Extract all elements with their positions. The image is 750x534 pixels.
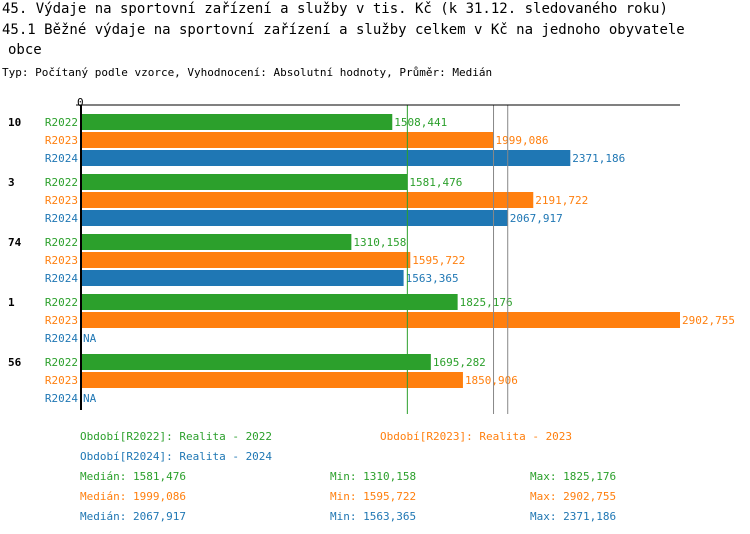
data-label: NA	[83, 332, 97, 345]
series-label: R2023	[45, 134, 78, 147]
series-label: R2024	[45, 272, 78, 285]
median-r2024: Medián: 2067,917	[80, 510, 186, 523]
data-label: 2902,755	[682, 314, 735, 327]
min-r2024: Min: 1563,365	[330, 510, 417, 523]
bar-R2022	[81, 234, 352, 250]
category-label: 1	[8, 296, 15, 309]
bar-R2023	[81, 252, 411, 268]
bar-R2024	[81, 210, 508, 226]
category-label: 56	[8, 356, 22, 369]
series-label: R2024	[45, 212, 78, 225]
data-label: 1825,176	[460, 296, 513, 309]
series-label: R2023	[45, 254, 78, 267]
data-label: 1563,365	[406, 272, 459, 285]
max-r2022: Max: 1825,176	[530, 470, 617, 483]
median-r2022: Medián: 1581,476	[80, 470, 186, 483]
category-label: 10	[8, 116, 21, 129]
legend-r2024: Období[R2024]: Realita - 2024	[80, 450, 273, 463]
legend-r2023: Období[R2023]: Realita - 2023	[380, 430, 573, 443]
bar-R2022	[81, 294, 458, 310]
bar-R2023	[81, 372, 463, 388]
series-label: R2023	[45, 374, 78, 387]
data-label: 1508,441	[394, 116, 447, 129]
bar-R2022	[81, 354, 431, 370]
bar-R2022	[81, 174, 408, 190]
chart-info: Typ: Počítaný podle vzorce, Vyhodnocení:…	[2, 66, 493, 79]
data-label: 1581,476	[409, 176, 462, 189]
series-label: R2024	[45, 152, 78, 165]
series-label: R2023	[45, 194, 78, 207]
data-label: 1310,158	[353, 236, 406, 249]
bar-R2023	[81, 132, 494, 148]
bar-R2022	[81, 114, 393, 130]
chart-subtitle-cont: obce	[8, 42, 42, 58]
bar-R2023	[81, 312, 680, 328]
data-label: 1999,086	[496, 134, 549, 147]
data-label: 1695,282	[433, 356, 486, 369]
series-label: R2024	[45, 392, 78, 405]
min-r2023: Min: 1595,722	[330, 490, 417, 503]
chart-title: 45. Výdaje na sportovní zařízení a služb…	[2, 1, 668, 17]
bar-chart: 0 10 R2022 1508,441 R2023 1999,086 R2024 2371,1…	[8, 96, 735, 414]
data-label: 1850,906	[465, 374, 518, 387]
median-r2023: Medián: 1999,086	[80, 490, 186, 503]
data-label: 2371,186	[572, 152, 625, 165]
category-label: 3	[8, 176, 15, 189]
series-label: R2022	[45, 236, 78, 249]
axis-tick-label: 0	[77, 96, 84, 109]
category-label: 74	[8, 236, 22, 249]
bar-R2024	[81, 150, 571, 166]
series-label: R2022	[45, 296, 78, 309]
chart-subtitle: 45.1 Běžné výdaje na sportovní zařízení …	[2, 22, 685, 38]
bar-R2023	[81, 192, 534, 208]
max-r2024: Max: 2371,186	[530, 510, 617, 523]
min-r2022: Min: 1310,158	[330, 470, 417, 483]
series-label: R2022	[45, 176, 78, 189]
data-label: 2191,722	[535, 194, 588, 207]
legend-r2022: Období[R2022]: Realita - 2022	[80, 430, 273, 443]
series-label: R2023	[45, 314, 78, 327]
bar-R2024	[81, 270, 404, 286]
series-label: R2024	[45, 332, 78, 345]
series-label: R2022	[45, 356, 78, 369]
max-r2023: Max: 2902,755	[530, 490, 617, 503]
data-label: 1595,722	[412, 254, 465, 267]
series-label: R2022	[45, 116, 78, 129]
data-label: NA	[83, 392, 97, 405]
data-label: 2067,917	[510, 212, 563, 225]
